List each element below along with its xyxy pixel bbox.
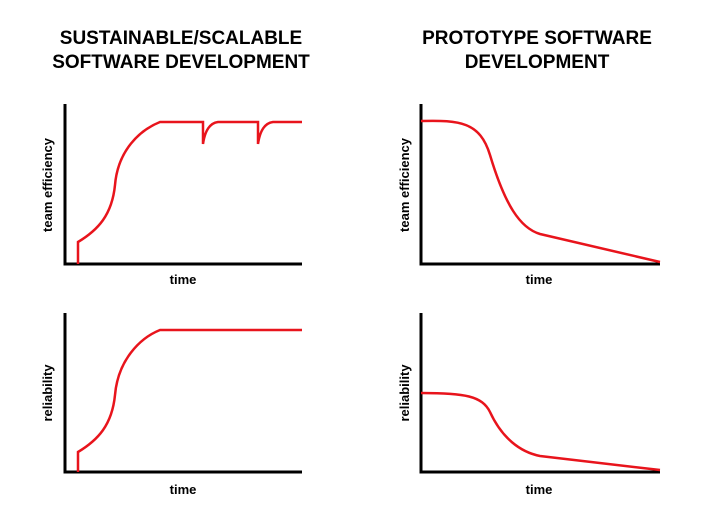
y-axis-label: team efficiency [397,137,412,232]
x-axis-label: time [170,272,197,287]
chart-sustainable-reliability: time reliability [40,313,302,497]
x-axis-label: time [170,482,197,497]
y-axis-label: team efficiency [40,137,55,232]
reliability-curve [76,328,302,472]
title-line: PROTOTYPE SOFTWARE [422,28,652,49]
efficiency-curve [76,120,302,264]
efficiency-curve [420,119,661,264]
title-sustainable: SUSTAINABLE/SCALABLE SOFTWARE DEVELOPMEN… [21,27,341,75]
title-line: DEVELOPMENT [464,52,610,73]
title-line: SUSTAINABLE/SCALABLE [59,28,303,49]
y-axis-label: reliability [397,364,412,422]
chart-prototype-efficiency: time team efficiency [397,104,661,287]
title-line: SOFTWARE DEVELOPMENT [52,52,310,73]
title-prototype: PROTOTYPE SOFTWARE DEVELOPMENT [377,27,697,75]
chart-prototype-reliability: time reliability [397,313,661,497]
x-axis-label: time [526,482,553,497]
chart-sustainable-efficiency: time team efficiency [40,104,302,287]
reliability-curve [420,391,661,472]
x-axis-label: time [526,272,553,287]
y-axis-label: reliability [40,364,55,422]
